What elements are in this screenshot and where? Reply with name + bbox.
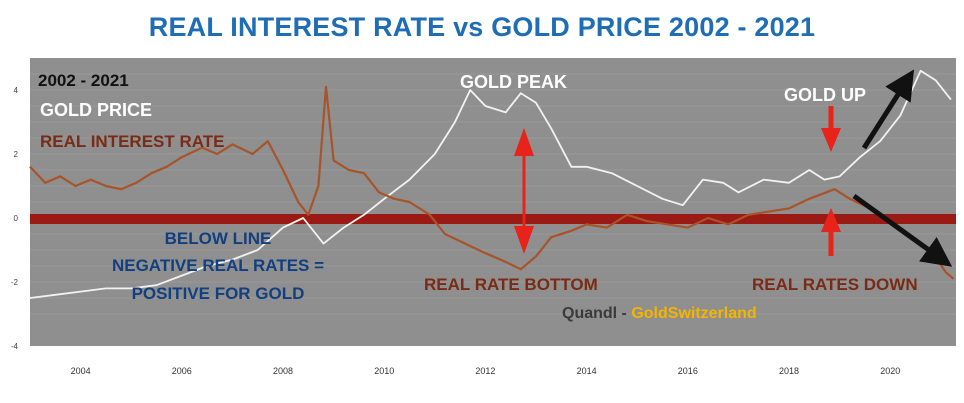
y-tick-label: 4	[14, 86, 19, 95]
annotation-below-line-3: POSITIVE FOR GOLD	[132, 284, 305, 303]
x-tick-label: 2016	[678, 366, 698, 376]
y-tick-label: 0	[14, 214, 19, 223]
x-tick-label: 2004	[71, 366, 91, 376]
x-tick-label: 2020	[880, 366, 900, 376]
chart-title: REAL INTEREST RATE vs GOLD PRICE 2002 - …	[148, 12, 816, 42]
y-axis-ticks: 4 2 0 -2 -4	[11, 86, 19, 351]
annotation-real-rate-bottom: REAL RATE BOTTOM	[424, 275, 598, 294]
annotation-gold-price: GOLD PRICE	[40, 100, 152, 120]
real-rates-down-black-arrow	[852, 193, 953, 267]
annotation-below-line-1: BELOW LINE	[165, 229, 272, 248]
y-tick-label: 2	[14, 150, 19, 159]
gold-up-black-arrow	[861, 69, 915, 150]
series-line-gold-price	[29, 69, 952, 299]
zero-line-band	[30, 214, 956, 224]
source-quandl: Quandl	[562, 305, 617, 322]
x-tick-label: 2010	[374, 366, 394, 376]
x-tick-label: 2008	[273, 366, 293, 376]
x-tick-label: 2014	[577, 366, 597, 376]
annotation-period: 2002 - 2021	[38, 71, 129, 90]
annotation-real-interest-rate: REAL INTEREST RATE	[40, 132, 225, 151]
gold-peak-double-arrow	[514, 128, 534, 254]
source-goldswitzerland: GoldSwitzerland	[631, 305, 756, 322]
y-tick-label: -2	[11, 278, 19, 287]
source-separator: -	[617, 305, 631, 322]
x-tick-label: 2018	[779, 366, 799, 376]
annotation-below-line-2: NEGATIVE REAL RATES =	[112, 256, 324, 275]
annotation-gold-peak: GOLD PEAK	[460, 72, 567, 92]
x-tick-label: 2006	[172, 366, 192, 376]
gold-up-red-arrows	[821, 106, 841, 256]
y-tick-label: -4	[11, 342, 19, 351]
annotation-real-rates-down: REAL RATES DOWN	[752, 275, 918, 294]
annotation-source: Quandl - GoldSwitzerland	[562, 305, 757, 322]
series-line-real-interest-rate	[29, 85, 955, 280]
x-tick-label: 2012	[475, 366, 495, 376]
annotation-gold-up: GOLD UP	[784, 85, 866, 105]
x-axis-ticks: 2004 2006 2008 2010 2012 2014 2016 2018 2020	[71, 366, 901, 376]
